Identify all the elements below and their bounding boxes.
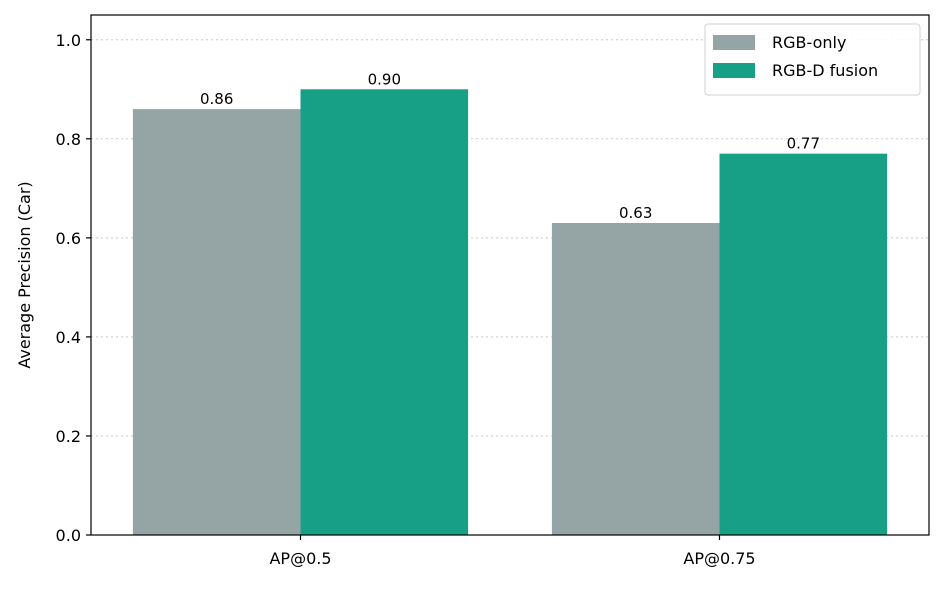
y-tick-label: 0.8 — [56, 130, 81, 149]
y-tick-label: 0.4 — [56, 328, 81, 347]
bar-rgb-only-ap-0-75 — [551, 223, 720, 535]
y-tick-label: 1.0 — [56, 31, 81, 50]
x-tick-label: AP@0.5 — [269, 549, 331, 568]
legend-label: RGB-only — [772, 33, 846, 52]
x-tick-label: AP@0.75 — [683, 549, 755, 568]
axes-layer — [90, 14, 930, 536]
data-labels-layer: 0.86 0.63 0.90 0.77 — [200, 70, 820, 222]
bar-value-label: 0.90 — [368, 70, 401, 88]
bar-rgb-d-fusion-ap-0-75 — [719, 153, 888, 535]
bar-rgb-only-ap-0-5 — [132, 109, 301, 535]
bar-value-label: 0.86 — [200, 90, 233, 108]
y-tick-label: 0.6 — [56, 229, 81, 248]
y-tick-label: 0.0 — [56, 526, 81, 545]
legend-box — [704, 23, 921, 96]
legend: RGB-only RGB-D fusion — [704, 23, 921, 96]
bar-rgb-d-fusion-ap-0-5 — [300, 89, 469, 536]
legend-swatch — [713, 63, 755, 78]
bar-value-label: 0.77 — [787, 135, 820, 153]
ticks-layer: 0.0 0.2 0.4 0.6 0.8 1.0 AP@0.5 AP@0.75 — [56, 31, 756, 568]
bars-layer — [132, 89, 888, 536]
legend-swatch — [713, 35, 755, 50]
bar-value-label: 0.63 — [619, 204, 652, 222]
plot-frame — [90, 14, 930, 536]
legend-label: RGB-D fusion — [772, 61, 878, 80]
y-axis-label: Average Precision (Car) — [15, 181, 34, 368]
y-tick-label: 0.2 — [56, 427, 81, 446]
